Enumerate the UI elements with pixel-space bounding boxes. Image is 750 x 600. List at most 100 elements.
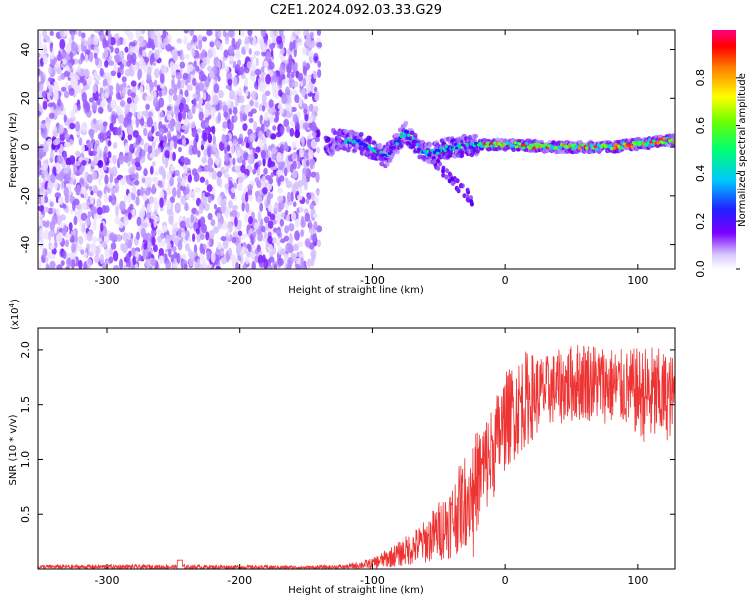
colorbar-label: Normalized spectral amplitude	[737, 73, 748, 227]
spectrogram-noise-blob	[292, 201, 297, 207]
spectrogram-noise-blob	[145, 95, 152, 102]
spectrogram-noise-blob	[264, 90, 271, 97]
spectrogram-noise-blob	[313, 213, 318, 219]
spectrogram-noise-blob	[50, 173, 56, 184]
spectrogram-noise-blob	[178, 102, 184, 113]
spectrogram-signal-core	[405, 130, 409, 134]
spectrogram-noise-blob	[130, 92, 136, 99]
spectrogram-noise-blob	[157, 235, 162, 243]
spectrogram-noise-blob	[266, 194, 271, 205]
spectrogram-noise-blob	[232, 204, 239, 211]
spectrogram-noise-blob	[51, 214, 58, 225]
spectrogram-noise-blob	[216, 212, 221, 220]
spectrogram-noise-blob	[312, 233, 317, 244]
spectrogram-signal-branch	[465, 187, 470, 193]
spectrogram-signal-core	[492, 141, 497, 145]
spectrogram-noise-blob	[282, 34, 286, 44]
spectrogram-noise-blob	[180, 231, 186, 238]
spectrogram-noise-blob	[122, 232, 129, 242]
spectrogram-noise-blob	[75, 160, 81, 167]
spectrogram-noise-blob	[277, 103, 283, 110]
spectrogram-noise-blob	[302, 77, 307, 87]
spectrogram-signal-branch	[462, 193, 467, 199]
spectrogram-noise-blob	[178, 146, 182, 153]
spectrogram-noise-blob	[231, 37, 236, 49]
spectrogram-signal-halo	[384, 161, 390, 167]
spectrogram-noise-blob	[66, 258, 73, 267]
spectrogram-noise-blob	[207, 49, 213, 59]
spectrogram-y-label: Frequency (Hz)	[8, 112, 19, 188]
spectrogram-noise-blob	[75, 121, 81, 132]
spectrogram-y-tick-label: -40	[19, 236, 32, 254]
spectrogram-noise-blob	[294, 230, 300, 241]
spectrogram-noise-blob	[61, 86, 67, 92]
snr-x-ticks: -300 -200 -100 0 100	[95, 328, 648, 587]
spectrogram-noise-blob	[147, 176, 153, 182]
spectrogram-noise-blob	[80, 249, 85, 255]
spectrogram-noise-blob	[81, 202, 87, 211]
spectrogram-noise-blob	[305, 198, 310, 205]
spectrogram-noise-blob	[135, 117, 140, 129]
spectrogram-noise-blob	[170, 165, 176, 172]
spectrogram-noise-blob	[167, 242, 172, 250]
snr-y-tick-label: 0.5	[19, 505, 32, 523]
spectrogram-noise-blob	[244, 35, 249, 45]
spectrogram-noise-blob	[245, 142, 250, 149]
spectrogram-noise-blob	[139, 41, 146, 48]
spectrogram-noise-blob	[283, 143, 289, 152]
spectrogram-signal-core	[646, 141, 650, 145]
spectrogram-signal-core	[411, 136, 415, 140]
spectrogram-noise-blob	[137, 68, 143, 80]
spectrogram-noise-blob	[267, 235, 273, 244]
snr-y-tick-label: 2.0	[19, 341, 32, 359]
spectrogram-heatmap	[38, 30, 675, 269]
spectrogram-noise-blob	[71, 243, 77, 253]
spectrogram-noise-blob	[197, 150, 201, 158]
spectrogram-noise-blob	[272, 246, 276, 255]
spectrogram-noise-blob	[316, 30, 322, 36]
spectrogram-noise-blob	[68, 222, 73, 231]
spectrogram-noise-blob	[68, 87, 75, 96]
spectrogram-noise-blob	[131, 185, 136, 194]
spectrogram-noise-blob	[206, 30, 213, 37]
spectrogram-noise-blob	[302, 103, 308, 110]
spectrogram-noise-blob	[292, 80, 299, 88]
spectrogram-noise-blob	[170, 254, 175, 263]
spectrogram-signal-core	[457, 145, 462, 149]
spectrogram-noise-blob	[78, 137, 83, 146]
spectrogram-signal-core	[361, 142, 366, 146]
spectrogram-noise-blob	[169, 61, 175, 70]
spectrogram-noise-blob	[208, 70, 215, 80]
spectrogram-noise-blob	[208, 239, 212, 248]
spectrogram-noise-blob	[93, 52, 98, 59]
spectrogram-noise-blob	[288, 223, 295, 232]
spectrogram-noise-blob	[127, 192, 132, 204]
spectrogram-noise-blob	[306, 258, 312, 268]
spectrogram-noise-blob	[104, 247, 111, 259]
spectrogram-noise-blob	[288, 77, 293, 89]
spectrogram-noise-blob	[287, 256, 294, 266]
spectrogram-noise-blob	[292, 171, 298, 179]
spectrogram-noise-blob	[140, 30, 146, 35]
spectrogram-noise-blob	[121, 243, 128, 254]
spectrogram-noise-blob	[246, 61, 252, 69]
spectrogram-noise-blob	[224, 35, 230, 45]
spectrogram-noise-blob	[100, 169, 104, 180]
spectrogram-noise-blob	[200, 144, 205, 151]
spectrogram-noise-blob	[177, 111, 183, 122]
spectrogram-noise-blob	[108, 60, 115, 66]
spectrogram-noise-blob	[102, 262, 107, 269]
spectrogram-signal-core	[357, 139, 361, 143]
spectrogram-noise-blob	[275, 229, 281, 235]
spectrogram-noise-blob	[75, 85, 82, 94]
spectrogram-noise-blob	[240, 246, 246, 254]
spectrogram-noise-blob	[260, 30, 267, 38]
snr-plot-area	[38, 345, 675, 569]
spectrogram-noise-blob	[285, 214, 291, 222]
spectrogram-noise-blob	[304, 212, 311, 223]
spectrogram-noise-blob	[147, 145, 153, 155]
spectrogram-noise-blob	[41, 90, 47, 99]
spectrogram-noise-blob	[181, 124, 188, 130]
spectrogram-noise-blob	[58, 50, 62, 58]
spectrogram-noise-blob	[145, 103, 150, 110]
